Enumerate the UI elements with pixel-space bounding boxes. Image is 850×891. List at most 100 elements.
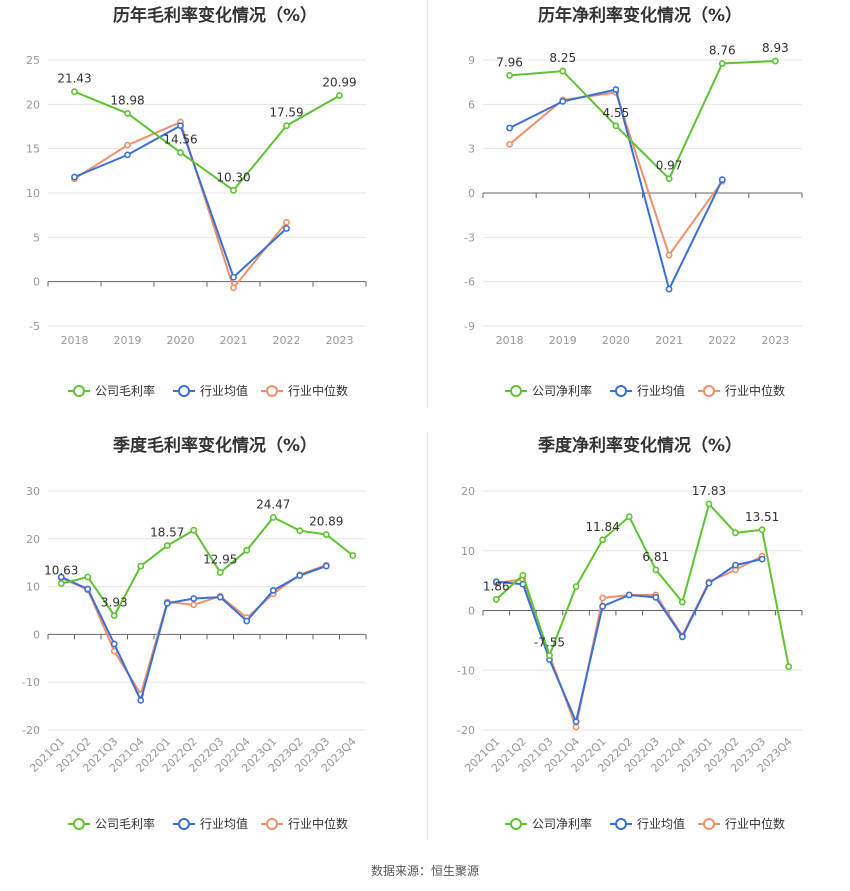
data-label: 3.93 [101,596,128,610]
data-point [559,67,567,75]
legend-label: 行业中位数 [725,383,785,398]
data-point [296,572,304,580]
data-point [732,529,739,537]
data-point [785,663,793,671]
vertical-divider-bottom [427,432,428,840]
legend-item[interactable]: 行业均值 [610,816,685,831]
y-tick-label: 10 [461,545,475,558]
legend-item[interactable]: 行业中位数 [261,816,348,831]
data-label: 0.97 [656,159,683,173]
data-label: -7.55 [534,636,565,650]
data-point [57,573,65,581]
data-label: 20.89 [309,515,343,529]
y-tick-label: -6 [464,276,475,289]
data-label: 14.56 [163,133,197,147]
legend-item[interactable]: 行业中位数 [261,383,348,398]
y-tick-label: 0 [468,605,475,618]
chart-panel-2: 历年净利率变化情况（%） -9 -6 -3 0 3 6 9 2018 2019 2020 2021 20… [464,5,803,398]
data-point [190,526,198,534]
data-point [758,526,766,534]
y-tick-label: 0 [33,276,40,289]
y-tick-label: 30 [26,485,40,498]
legend-item[interactable]: 公司净利率 [505,383,592,398]
x-tick-label: 2023 [761,334,789,347]
x-tick-label: 2018 [61,334,89,347]
x-tick-label: 2020 [602,334,630,347]
chart-title: 季度净利率变化情况（%） [538,435,742,456]
legend-label: 行业均值 [637,816,685,831]
vertical-divider-top [427,0,428,408]
legend-swatch-marker [266,385,278,397]
data-label: 4.55 [603,106,630,120]
legend-label: 公司毛利率 [95,383,155,398]
data-point [269,514,277,521]
legend-label: 行业均值 [200,383,248,398]
data-point [506,71,513,79]
data-label: 17.83 [692,484,726,498]
data-point [612,122,620,130]
data-point [71,173,78,181]
data-label: 12.95 [203,552,237,566]
chart-title: 季度毛利率变化情况（%） [113,435,317,456]
y-tick-label: 0 [468,187,475,200]
y-tick-label: 5 [33,231,40,244]
data-label: 24.47 [256,497,290,511]
x-tick-label: 2021 [220,334,248,347]
data-point [572,718,580,726]
data-label: 8.76 [709,44,736,58]
data-point [110,640,118,648]
series-line [60,564,327,697]
legend-label: 行业均值 [637,383,685,398]
x-tick-label: 2022 [273,334,301,347]
y-tick-label: -10 [22,676,40,689]
legend-label: 公司毛利率 [95,816,155,831]
data-point [71,88,78,96]
data-point [665,285,673,293]
data-point [665,251,673,259]
legend-item[interactable]: 行业均值 [610,383,685,398]
data-point [124,141,131,149]
data-point [57,580,65,587]
data-point [163,542,171,550]
data-point [652,593,660,601]
data-label: 8.25 [549,51,576,65]
legend-item[interactable]: 公司毛利率 [68,383,155,398]
data-point [678,598,686,606]
data-point [546,652,553,660]
data-point [230,273,237,281]
legend-item[interactable]: 行业中位数 [698,816,785,831]
data-point [612,86,620,93]
data-label: 20.99 [322,76,356,90]
y-tick-label: 25 [26,54,40,67]
y-tick-label: 3 [468,143,475,156]
y-tick-label: 20 [26,533,40,546]
legend-swatch-marker [178,818,190,830]
data-point [177,149,184,156]
legend-item[interactable]: 行业均值 [173,383,248,398]
data-point [216,593,224,601]
data-label: 6.81 [642,550,669,564]
data-point [177,122,184,130]
legend-swatch-marker [510,385,522,397]
legend-item[interactable]: 行业中位数 [698,383,785,398]
x-tick-label: 2019 [114,334,142,347]
y-tick-label: 20 [26,98,40,111]
data-point [137,562,145,570]
data-point [572,583,580,590]
legend-swatch-marker [73,818,85,830]
series-line [61,516,354,618]
data-label: 18.57 [150,526,184,540]
chart-panel-3: 季度毛利率变化情况（%）-20-1001020302021Q12021Q2202… [22,435,367,831]
legend-swatch-marker [703,385,715,397]
legend-swatch-marker [615,385,627,397]
legend-item[interactable]: 公司净利率 [505,816,592,831]
y-tick-label: 6 [468,98,475,111]
data-point [506,140,513,148]
legend-label: 行业均值 [200,816,248,831]
data-point [322,531,330,538]
legend-item[interactable]: 公司毛利率 [68,816,155,831]
data-point [163,599,171,607]
data-label: 10.30 [216,170,250,184]
legend-item[interactable]: 行业均值 [173,816,248,831]
